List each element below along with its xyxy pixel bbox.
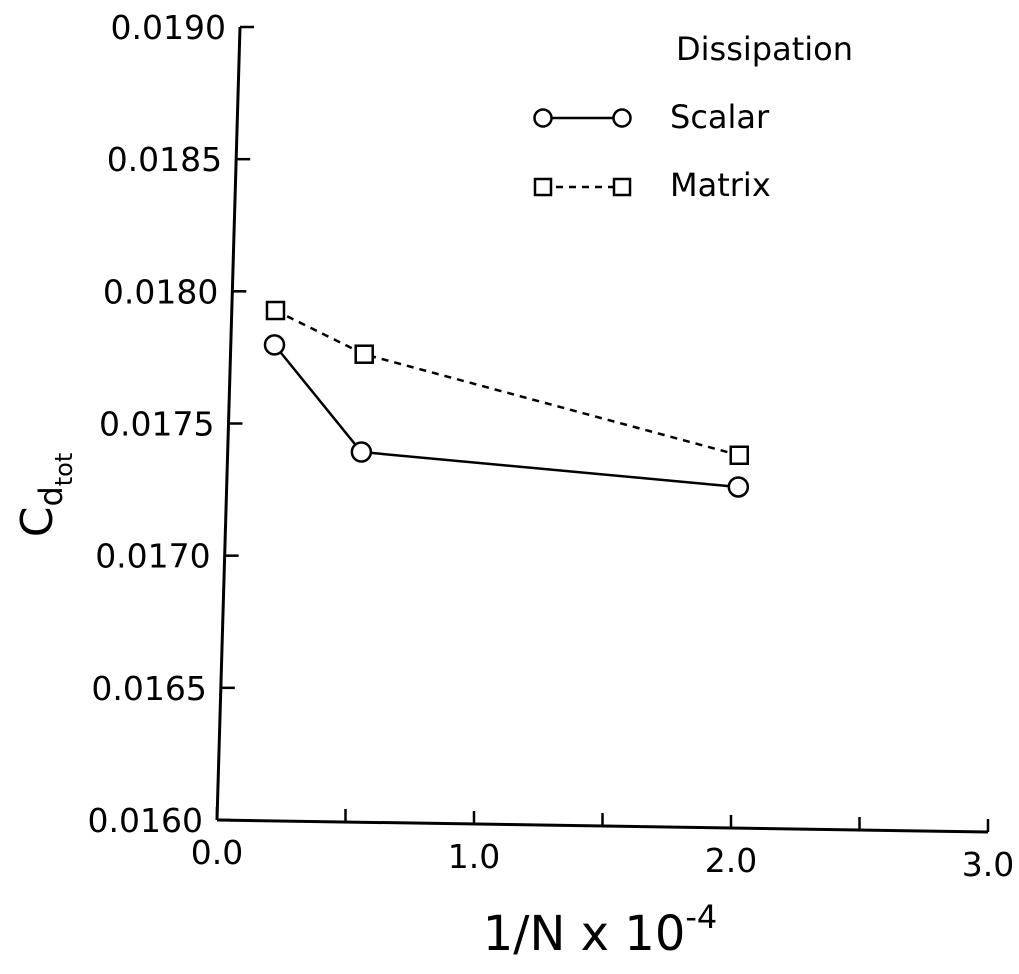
data-point-matrix xyxy=(265,300,286,321)
legend-marker-matrix xyxy=(612,177,632,197)
y-tick-label: 0.0165 xyxy=(91,669,206,708)
legend-label-matrix: Matrix xyxy=(670,166,771,204)
data-point-scalar xyxy=(350,441,373,463)
axis-ticks xyxy=(215,25,990,832)
x-tick-label: 3.0 xyxy=(962,845,1014,884)
data-point-matrix xyxy=(354,344,374,364)
x-tick-label: 1.0 xyxy=(448,837,500,876)
y-tick-label: 0.0170 xyxy=(95,537,210,576)
x-tick-label: 2.0 xyxy=(705,841,757,880)
series-line-scalar xyxy=(273,344,739,489)
data-point-scalar xyxy=(263,334,286,356)
series-line-matrix xyxy=(274,309,740,457)
tick-labels: 0.0 1.0 2.0 3.0 0.0160 0.0165 0.0170 0.0175 0.01… xyxy=(88,8,1015,884)
x-axis-label: 1/N x 10-4 xyxy=(483,898,718,962)
y-axis-label: Cdtot xyxy=(12,453,78,538)
legend-marker-scalar xyxy=(533,108,553,128)
y-tick-label: 0.0190 xyxy=(111,8,226,47)
data-point-scalar xyxy=(727,476,750,498)
data-point-matrix xyxy=(729,445,749,465)
legend-marker-matrix xyxy=(533,177,553,197)
legend: Dissipation Scalar Matrix xyxy=(533,30,853,204)
x-tick-label: 0.0 xyxy=(191,833,243,872)
y-tick-label: 0.0180 xyxy=(103,272,218,311)
y-tick-label: 0.0185 xyxy=(107,140,222,179)
legend-title: Dissipation xyxy=(676,30,853,68)
series-layer xyxy=(263,300,750,498)
y-tick-label: 0.0175 xyxy=(99,405,214,444)
y-tick-label: 0.0160 xyxy=(88,801,203,840)
legend-label-scalar: Scalar xyxy=(670,98,770,136)
legend-marker-scalar xyxy=(612,108,632,128)
